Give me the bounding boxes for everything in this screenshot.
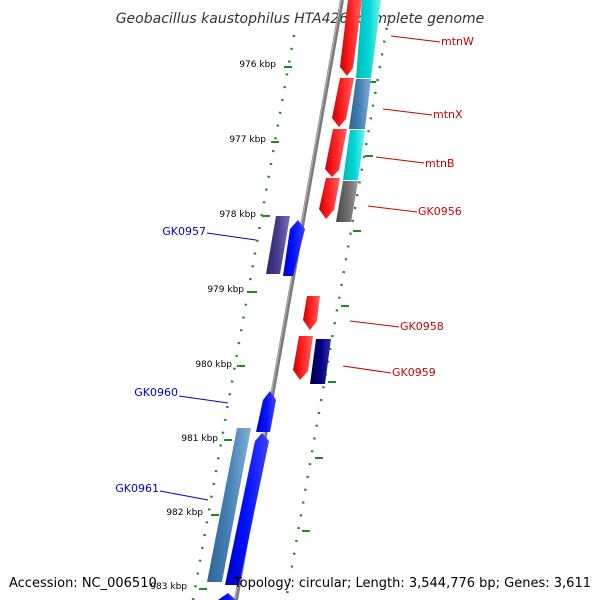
right-dotted-guide xyxy=(284,14,391,600)
tick-label: 981 kbp xyxy=(181,434,218,444)
gene-label-GK0956[interactable]: GK0956 xyxy=(418,205,462,218)
cog-box-mtnW[interactable] xyxy=(356,0,381,78)
track-guides xyxy=(191,14,391,600)
gene-labels: mtnW mtnX mtnB GK0956 GK0958 GK0959 GK09… xyxy=(115,35,474,495)
scale-ticks xyxy=(199,66,376,590)
gene-label-GK0958[interactable]: GK0958 xyxy=(400,320,444,333)
gene-arrow-GK0957[interactable] xyxy=(283,220,305,276)
gene-arrow-mtnB[interactable] xyxy=(325,129,347,177)
leader-GK0960 xyxy=(178,395,229,404)
cog-box-GK0959[interactable] xyxy=(310,339,331,384)
tick-label: 977 kbp xyxy=(229,135,266,145)
gene-label-GK0957[interactable]: GK0957 xyxy=(162,225,206,238)
cog-box-mtnB[interactable] xyxy=(343,130,365,180)
left-dotted-guide xyxy=(191,34,296,600)
gene-label-mtnB[interactable]: mtnB xyxy=(425,157,455,170)
leader-mtnB xyxy=(375,156,425,164)
gene-label-GK0961[interactable]: GK0961 xyxy=(115,482,159,495)
tick-label: 982 kbp xyxy=(166,508,203,518)
gene-arrow-GK0956[interactable] xyxy=(319,178,340,219)
leader-GK0959 xyxy=(342,365,392,374)
gene-arrow-mtnX[interactable] xyxy=(332,78,354,127)
tick-label: 983 kbp xyxy=(150,582,187,592)
reverse-strand-genes xyxy=(293,0,362,380)
tick-label: 976 kbp xyxy=(239,60,276,70)
gene-arrow-GK0961[interactable] xyxy=(225,433,269,585)
tick-label: 978 kbp xyxy=(219,210,256,220)
cog-box-mtnX[interactable] xyxy=(349,79,371,129)
forward-strand-genes xyxy=(218,220,305,600)
accession-text: Accession: NC_006510 xyxy=(9,576,157,591)
gene-arrow-GK0960[interactable] xyxy=(256,391,276,432)
tick-label: 979 kbp xyxy=(207,285,244,295)
gene-arrow-next[interactable] xyxy=(218,593,236,600)
gene-arrow-GK0959[interactable] xyxy=(293,336,313,380)
gene-arrow-GK0958[interactable] xyxy=(303,296,320,330)
gene-arrow-mtnW[interactable] xyxy=(340,0,362,76)
cog-box-GK0957[interactable] xyxy=(266,216,290,274)
cog-box-GK0956[interactable] xyxy=(336,181,358,222)
reverse-cog-boxes xyxy=(310,0,381,384)
cog-box-GK0961[interactable] xyxy=(207,428,251,582)
forward-cog-boxes xyxy=(207,216,290,582)
leader-GK0958 xyxy=(349,320,400,328)
gene-label-mtnW[interactable]: mtnW xyxy=(441,35,474,48)
map-title: Geobacillus kaustophilus HTA426, complet… xyxy=(116,11,485,27)
leader-GK0957 xyxy=(206,232,257,241)
gene-label-mtnX[interactable]: mtnX xyxy=(433,108,463,121)
scale-tick-labels: 976 kbp 977 kbp 978 kbp 979 kbp 980 kbp … xyxy=(150,60,276,592)
gene-label-GK0960[interactable]: GK0960 xyxy=(134,386,178,399)
leader-GK0961 xyxy=(159,490,209,501)
gene-label-GK0959[interactable]: GK0959 xyxy=(392,366,436,379)
genome-stats-text: Topology: circular; Length: 3,544,776 bp… xyxy=(233,576,591,591)
leader-GK0956 xyxy=(367,205,418,213)
label-leaders xyxy=(159,35,441,501)
leader-mtnX xyxy=(382,108,433,116)
tick-label: 980 kbp xyxy=(195,360,232,370)
leader-mtnW xyxy=(390,35,441,43)
